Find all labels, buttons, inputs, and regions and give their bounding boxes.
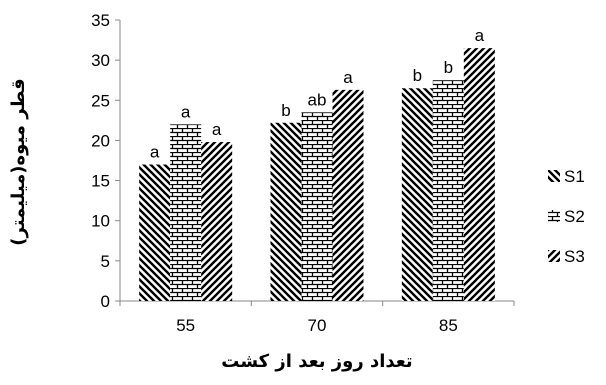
legend-swatch-s2 bbox=[548, 210, 560, 222]
significance-letter: b bbox=[444, 58, 453, 77]
bar-s2-55 bbox=[170, 124, 202, 301]
significance-letter: b bbox=[281, 101, 290, 120]
x-tick-label: 85 bbox=[439, 316, 458, 335]
x-ticks: 55 70 85 bbox=[119, 301, 515, 335]
significance-letter: a bbox=[212, 120, 222, 139]
bar-s3-85 bbox=[463, 48, 495, 301]
significance-letter: a bbox=[343, 68, 353, 87]
x-tick-label: 55 bbox=[176, 316, 195, 335]
y-tick-label: 35 bbox=[91, 11, 110, 30]
bar-s3-70 bbox=[332, 89, 364, 301]
bar-s3-55 bbox=[201, 142, 233, 301]
y-tick-label: 25 bbox=[91, 91, 110, 110]
bar-s1-70 bbox=[270, 122, 302, 301]
bar-s2-85 bbox=[432, 80, 464, 301]
y-tick-label: 0 bbox=[101, 292, 110, 311]
bar-s1-55 bbox=[139, 164, 171, 301]
y-tick-label: 30 bbox=[91, 51, 110, 70]
legend-label-s2: S2 bbox=[564, 207, 585, 226]
legend-swatch-s3 bbox=[548, 250, 560, 262]
y-tick-label: 15 bbox=[91, 172, 110, 191]
legend-swatch-s1 bbox=[548, 170, 560, 182]
y-tick-label: 5 bbox=[101, 252, 110, 271]
bar-s2-70 bbox=[301, 112, 333, 301]
significance-letter: b bbox=[413, 66, 422, 85]
y-tick-label: 20 bbox=[91, 131, 110, 150]
y-axis-title: قطر میوه(میلیمتر) bbox=[8, 78, 29, 245]
legend-label-s3: S3 bbox=[564, 247, 585, 266]
x-axis-title: تعداد روز بعد از کشت bbox=[221, 351, 412, 372]
y-tick-label: 10 bbox=[91, 212, 110, 231]
y-ticks: 0 5 10 15 20 25 30 35 bbox=[91, 11, 120, 311]
x-tick-label: 70 bbox=[308, 316, 327, 335]
significance-letter: a bbox=[150, 143, 160, 162]
legend: S1 S2 S3 bbox=[548, 167, 585, 266]
significance-letter: ab bbox=[308, 90, 327, 109]
significance-letter: a bbox=[181, 102, 191, 121]
bars bbox=[139, 48, 495, 301]
significance-letter: a bbox=[475, 26, 485, 45]
legend-label-s1: S1 bbox=[564, 167, 585, 186]
bar-s1-85 bbox=[401, 88, 433, 301]
